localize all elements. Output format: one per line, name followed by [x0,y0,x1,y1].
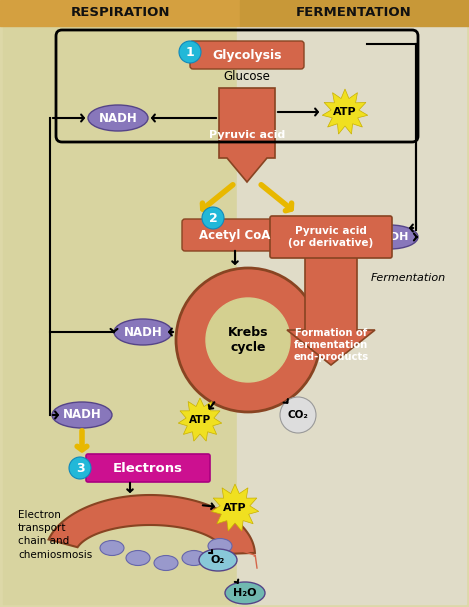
FancyBboxPatch shape [190,41,304,69]
Ellipse shape [208,538,232,554]
Text: Electrons: Electrons [113,461,183,475]
Text: NADH: NADH [372,232,408,242]
Text: 1: 1 [186,46,194,58]
Text: H₂O: H₂O [233,588,257,598]
Polygon shape [211,484,259,531]
Text: cycle: cycle [230,342,266,354]
Bar [240,0,469,26]
Ellipse shape [52,402,112,428]
Text: ATP: ATP [189,415,211,425]
Polygon shape [287,256,375,365]
FancyBboxPatch shape [270,216,392,258]
Ellipse shape [182,551,206,566]
Ellipse shape [225,582,265,604]
Ellipse shape [362,225,418,249]
Text: Acetyl CoA: Acetyl CoA [199,228,271,242]
Polygon shape [49,495,255,554]
Text: Krebs: Krebs [228,327,268,339]
Text: NADH: NADH [98,112,137,124]
Circle shape [280,397,316,433]
Ellipse shape [126,551,150,566]
Circle shape [202,207,224,229]
Text: ATP: ATP [223,503,247,513]
Ellipse shape [100,540,124,555]
Text: Glucose: Glucose [224,69,271,83]
Text: Fermentation: Fermentation [371,273,446,283]
Text: NADH: NADH [63,409,101,421]
Polygon shape [178,398,222,441]
Bar [237,26,466,604]
Circle shape [69,457,91,479]
Text: Pyruvic acid
(or derivative): Pyruvic acid (or derivative) [288,226,374,248]
Text: 2: 2 [209,211,217,225]
Polygon shape [219,88,275,182]
Text: FERMENTATION: FERMENTATION [296,7,412,19]
FancyBboxPatch shape [182,219,288,251]
FancyBboxPatch shape [86,454,210,482]
Ellipse shape [154,555,178,571]
Text: RESPIRATION: RESPIRATION [70,7,170,19]
Bar [0,0,240,26]
Circle shape [206,298,290,382]
Text: Glycolysis: Glycolysis [212,49,282,61]
Text: Electron
transport
chain and
chemiosmosis: Electron transport chain and chemiosmosi… [18,510,92,560]
Text: Formation of
fermentation
end-products: Formation of fermentation end-products [294,328,369,362]
Polygon shape [322,89,368,134]
Ellipse shape [199,549,237,571]
Circle shape [176,268,320,412]
Text: CO₂: CO₂ [287,410,309,420]
Ellipse shape [114,319,172,345]
Circle shape [179,41,201,63]
Ellipse shape [88,105,148,131]
Text: ATP: ATP [333,107,357,117]
Text: Pyruvic acid: Pyruvic acid [209,130,285,140]
Text: 3: 3 [76,461,84,475]
Bar [3,26,237,604]
Text: O₂: O₂ [211,555,225,565]
Text: NADH: NADH [124,325,162,339]
